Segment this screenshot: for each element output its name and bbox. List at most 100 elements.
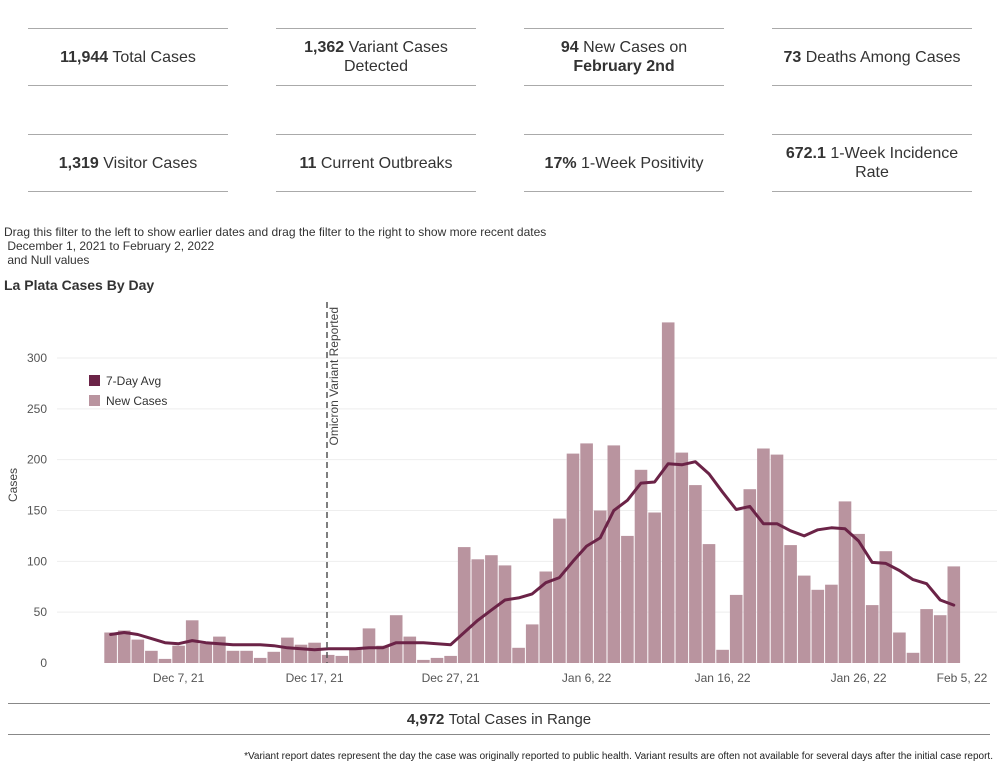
bar-new-cases xyxy=(512,647,525,664)
bar-new-cases xyxy=(648,512,661,663)
y-tick-label: 100 xyxy=(27,554,47,568)
bar-new-cases xyxy=(281,637,294,663)
bar-new-cases xyxy=(661,322,675,663)
x-tick-label: Dec 27, 21 xyxy=(422,671,480,685)
x-tick-label: Feb 5, 22 xyxy=(937,671,988,685)
x-tick-label: Jan 16, 22 xyxy=(695,671,751,685)
kpi-outbreaks: 11 Current Outbreaks xyxy=(276,134,476,192)
legend-label: 7-Day Avg xyxy=(106,374,161,388)
bar-new-cases xyxy=(621,535,634,663)
kpi-value: 1,362 xyxy=(304,39,345,56)
cases-by-day-chart: 0 50 100 150 200 250 300 Cases Dec 7, 21 Dec 17, … xyxy=(6,302,997,685)
bar-new-cases xyxy=(253,657,267,663)
bar-new-cases xyxy=(104,632,117,663)
total-range-value: 4,972 xyxy=(406,710,445,728)
bar-new-cases xyxy=(199,643,213,663)
bar-new-cases xyxy=(172,645,185,663)
kpi-value: 11 xyxy=(299,154,317,172)
omicron-annotation: Omicron Variant Reported xyxy=(326,302,341,663)
total-cases-in-range: 4,972 Total Cases in Range xyxy=(8,703,990,735)
bar-new-cases xyxy=(389,615,403,663)
y-tick-label: 0 xyxy=(40,656,47,670)
bar-new-cases xyxy=(906,652,920,663)
legend-swatch xyxy=(89,375,100,386)
bar-new-cases xyxy=(566,453,580,663)
bar-new-cases xyxy=(308,642,321,663)
seven-day-avg-line xyxy=(109,460,956,652)
date-filter-note[interactable]: Drag this filter to the left to show ear… xyxy=(4,225,546,267)
bar-new-cases xyxy=(553,518,566,663)
omicron-annotation-label: Omicron Variant Reported xyxy=(327,307,341,446)
bar-new-cases xyxy=(634,469,648,663)
avg-line xyxy=(109,460,956,652)
bar-new-cases xyxy=(131,639,145,663)
kpi-value: 17% xyxy=(544,154,577,172)
bar-new-cases xyxy=(797,575,811,663)
bar-new-cases xyxy=(335,655,349,663)
bar-new-cases xyxy=(947,566,961,663)
bar-new-cases xyxy=(757,448,770,663)
kpi-total-cases: 11,944 Total Cases xyxy=(28,28,228,86)
bar-new-cases xyxy=(825,584,838,663)
kpi-label: Variant Cases Detected xyxy=(343,39,448,75)
y-tick-label: 150 xyxy=(27,504,47,518)
bar-new-cases xyxy=(920,609,933,663)
kpi-label: Current Outbreaks xyxy=(320,154,453,172)
y-tick-label: 200 xyxy=(27,453,47,467)
kpi-label: 1-Week Incidence Rate xyxy=(830,145,959,181)
filter-date-range: December 1, 2021 to February 2, 2022 xyxy=(4,239,215,253)
bar-new-cases xyxy=(893,632,906,663)
bar-new-cases xyxy=(457,547,471,663)
bar-new-cases xyxy=(743,489,757,663)
bar-new-cases xyxy=(879,551,893,663)
legend-swatch xyxy=(89,395,100,406)
bar-new-cases xyxy=(607,445,621,663)
x-tick-label: Jan 26, 22 xyxy=(831,671,887,685)
y-axis-label: Cases xyxy=(6,468,20,502)
bar-new-cases xyxy=(158,658,172,663)
bar-new-cases xyxy=(838,501,852,663)
y-tick-label: 300 xyxy=(27,351,47,365)
bar-new-cases xyxy=(525,624,539,663)
bar-new-cases xyxy=(349,647,362,664)
chart-legend[interactable]: 7-Day Avg New Cases xyxy=(89,374,167,408)
y-tick-label: 250 xyxy=(27,402,47,416)
bar-new-cases xyxy=(716,649,729,663)
kpi-label: New Cases on xyxy=(583,39,688,56)
kpi-label: Total Cases xyxy=(112,48,196,66)
bar-new-cases xyxy=(226,650,240,663)
bar-new-cases xyxy=(430,657,444,663)
bar-new-cases xyxy=(376,645,389,663)
bar-new-cases xyxy=(593,510,607,663)
bar-new-cases xyxy=(580,443,593,663)
bar-new-cases xyxy=(784,545,797,663)
bar-new-cases xyxy=(702,544,716,663)
kpi-value: 94 xyxy=(560,39,579,56)
kpi-incidence-rate: 672.1 1-Week Incidence Rate xyxy=(772,134,972,192)
bar-new-cases xyxy=(811,589,825,663)
kpi-new-cases: 94 New Cases on February 2nd xyxy=(524,28,724,86)
bar-new-cases xyxy=(729,594,743,663)
kpi-value: 1,319 xyxy=(58,154,99,172)
axes: 0 50 100 150 200 250 300 Cases Dec 7, 21 Dec 17, … xyxy=(6,351,988,685)
bar-new-cases xyxy=(675,452,689,663)
bar-new-cases xyxy=(770,454,784,663)
bar-new-cases xyxy=(417,659,430,663)
kpi-visitor-cases: 1,319 Visitor Cases xyxy=(28,134,228,192)
bar-new-cases xyxy=(362,628,376,663)
kpi-value: 11,944 xyxy=(60,48,109,66)
bar-new-cases xyxy=(444,655,457,663)
x-tick-label: Jan 6, 22 xyxy=(562,671,612,685)
bar-new-cases xyxy=(689,485,702,663)
kpi-value: 672.1 xyxy=(785,145,826,162)
total-range-label: Total Cases in Range xyxy=(448,710,592,728)
kpi-value: 73 xyxy=(783,48,802,66)
bar-new-cases xyxy=(403,636,417,663)
kpi-label: Visitor Cases xyxy=(103,154,198,172)
bar-new-cases xyxy=(240,650,253,663)
bar-new-cases xyxy=(117,630,131,663)
kpi-label: 1-Week Positivity xyxy=(581,154,704,172)
kpi-label: Deaths Among Cases xyxy=(805,48,961,66)
bar-new-cases xyxy=(471,559,485,663)
bar-new-cases xyxy=(539,571,553,663)
